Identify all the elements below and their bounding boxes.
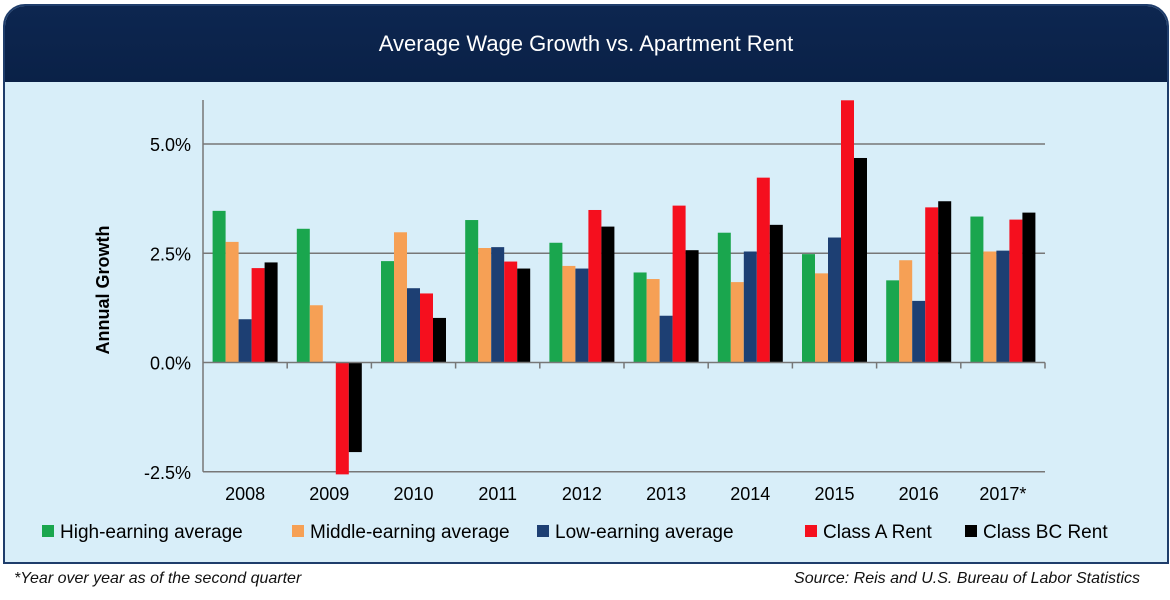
bar-class-a-rent <box>251 268 265 363</box>
bar-low-earning-average <box>828 237 841 363</box>
bar-class-a-rent <box>1009 219 1023 363</box>
bar-class-bc-rent <box>1022 212 1036 363</box>
bar-high-earning-average <box>549 242 563 363</box>
legend-swatch <box>965 525 977 537</box>
bar-class-a-rent <box>335 362 349 475</box>
legend-label: Low-earning average <box>555 522 734 543</box>
bar-low-earning-average <box>743 251 757 363</box>
bar-high-earning-average <box>970 216 984 363</box>
bar-middle-earning-average <box>899 260 913 363</box>
bar-middle-earning-average <box>225 241 239 363</box>
x-tick-label: 2013 <box>646 484 686 504</box>
bar-class-bc-rent <box>517 268 531 363</box>
bar-low-earning-average <box>912 300 926 363</box>
bar-class-a-rent <box>841 100 854 363</box>
bar-middle-earning-average <box>646 279 660 363</box>
y-axis-label: Annual Growth <box>93 226 113 355</box>
x-tick-label: 2009 <box>309 484 349 504</box>
x-tick-label: 2016 <box>899 484 939 504</box>
bar-class-bc-rent <box>601 226 615 363</box>
bar-high-earning-average <box>717 232 731 363</box>
bar-class-bc-rent <box>264 262 278 363</box>
legend-label: Class BC Rent <box>983 522 1108 543</box>
bar-high-earning-average <box>465 220 479 363</box>
bar-high-earning-average <box>296 228 310 363</box>
source-note: Source: Reis and U.S. Bureau of Labor St… <box>794 570 1140 587</box>
x-tick-label: 2017* <box>979 484 1026 504</box>
bar-low-earning-average <box>996 250 1010 363</box>
bar-high-earning-average <box>633 272 647 363</box>
bar-middle-earning-average <box>730 282 744 363</box>
bar-class-a-rent <box>925 207 939 363</box>
legend-label: Class A Rent <box>823 522 932 543</box>
x-tick-label: 2010 <box>393 484 433 504</box>
legend-swatch <box>292 525 304 537</box>
legend-label: High-earning average <box>60 522 243 543</box>
legend-label: Middle-earning average <box>310 522 510 543</box>
bar-class-bc-rent <box>769 224 783 363</box>
y-tick-label: 0.0% <box>150 354 191 374</box>
bar-class-bc-rent <box>433 317 446 363</box>
bar-middle-earning-average <box>815 273 828 363</box>
bar-chart: -2.5% 0.0% 2.5% 5.0% 2008 2009 2010 2011 2012 201… <box>42 100 1108 543</box>
bar-class-a-rent <box>672 205 686 363</box>
bar-low-earning-average <box>659 315 673 363</box>
bar-class-bc-rent <box>938 201 952 363</box>
x-tick-label: 2012 <box>562 484 602 504</box>
bar-high-earning-average <box>381 261 394 363</box>
x-tick-label: 2015 <box>814 484 854 504</box>
bar-class-a-rent <box>588 209 602 363</box>
bar-middle-earning-average <box>394 232 407 363</box>
bar-middle-earning-average <box>309 305 323 363</box>
bar-low-earning-average <box>238 319 252 363</box>
legend-swatch <box>805 525 817 537</box>
bar-high-earning-average <box>802 254 815 363</box>
bar-class-a-rent <box>756 177 770 363</box>
bar-middle-earning-average <box>983 251 997 363</box>
bar-class-bc-rent <box>348 362 362 453</box>
bar-low-earning-average <box>575 268 589 363</box>
bar-class-a-rent <box>420 293 433 363</box>
x-tick-label: 2011 <box>478 484 517 504</box>
y-tick-label: 2.5% <box>150 244 191 264</box>
y-tick-label: 5.0% <box>150 135 191 155</box>
chart-title: Average Wage Growth vs. Apartment Rent <box>5 6 1167 82</box>
bar-middle-earning-average <box>562 265 576 363</box>
bar-class-a-rent <box>504 261 518 363</box>
bar-low-earning-average <box>491 247 505 363</box>
legend-swatch <box>42 525 54 537</box>
x-tick-label: 2008 <box>225 484 265 504</box>
bar-middle-earning-average <box>478 248 492 363</box>
bar-class-bc-rent <box>854 157 867 363</box>
x-tick-label: 2014 <box>730 484 770 504</box>
bar-high-earning-average <box>886 280 900 363</box>
legend-swatch <box>537 525 549 537</box>
bar-high-earning-average <box>212 210 226 363</box>
bar-class-bc-rent <box>685 250 699 363</box>
bar-low-earning-average <box>407 288 420 363</box>
y-tick-label: -2.5% <box>144 463 191 483</box>
footnote: *Year over year as of the second quarter <box>14 570 302 587</box>
